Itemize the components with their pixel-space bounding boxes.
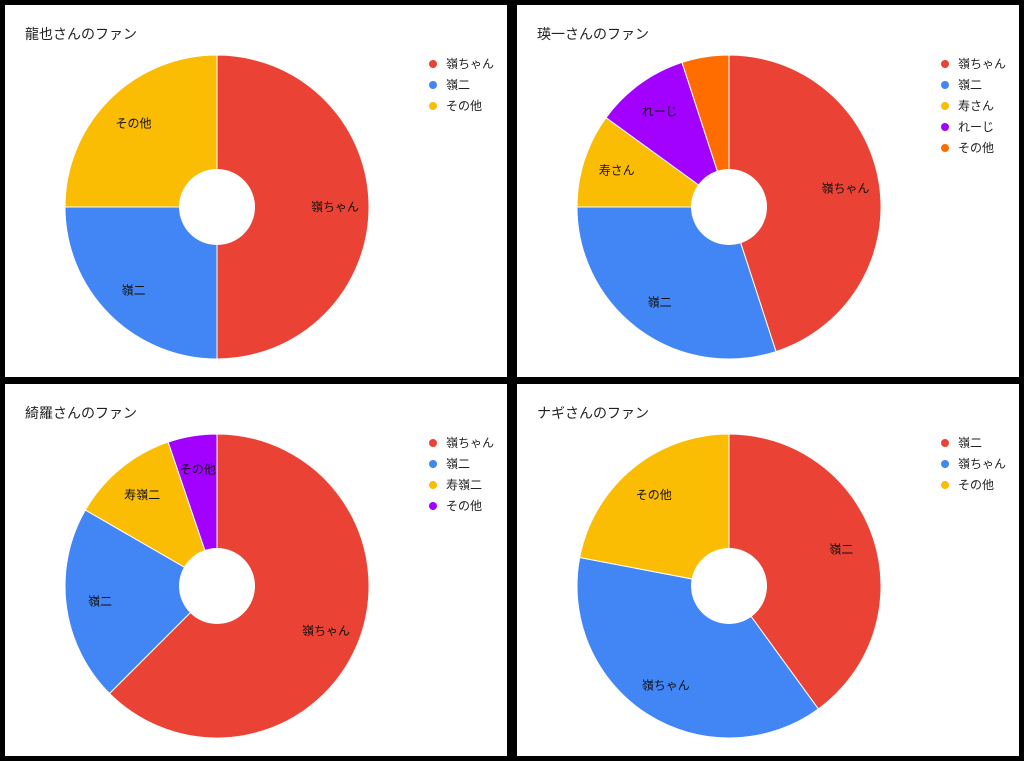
legend-item: 嶺ちゃん: [429, 432, 494, 453]
legend-swatch-icon: [941, 59, 949, 68]
legend-label: その他: [446, 99, 483, 113]
legend-swatch-icon: [429, 101, 437, 110]
legend-label: 嶺ちゃん: [446, 57, 495, 71]
pie-slice: [576, 206, 777, 360]
chart-title: 龍也さんのファン: [25, 27, 137, 43]
legend-item: 嶺二: [941, 74, 1006, 95]
legend-swatch-icon: [429, 438, 437, 447]
legend-label: 嶺二: [958, 436, 983, 450]
legend-swatch-icon: [941, 122, 949, 131]
chart-legend: 嶺ちゃん 嶺二 その他: [429, 53, 494, 116]
chart-panel-nagi: ナギさんのファン 嶺二 嶺ちゃん その他 嶺二 嶺ちゃん その他: [517, 384, 1019, 756]
legend-swatch-icon: [941, 480, 949, 489]
chart-panel-kira: 綺羅さんのファン 嶺ちゃん 嶺二 寿嶺二 その他 嶺ちゃん 嶺二 寿嶺二 その他: [5, 384, 507, 756]
slice-label: 嶺二: [829, 543, 853, 557]
legend-swatch-icon: [941, 143, 949, 152]
chart-legend: 嶺二 嶺ちゃん その他: [941, 432, 1006, 495]
legend-label: その他: [446, 499, 483, 513]
slice-label: 寿嶺二: [124, 488, 160, 502]
slice-label: その他: [180, 463, 216, 477]
slice-label: その他: [116, 117, 152, 131]
slice-label: 嶺二: [648, 295, 672, 309]
slice-label: 寿さん: [599, 164, 635, 178]
legend-label: 嶺二: [958, 78, 983, 92]
chart-panel-tatsuya: 龍也さんのファン 嶺ちゃん 嶺二 その他 嶺ちゃん 嶺二 その他: [5, 5, 507, 377]
legend-item: 嶺二: [429, 74, 494, 95]
pie-slice: [681, 54, 730, 208]
pie-slice: [84, 441, 218, 588]
legend-label: その他: [958, 141, 995, 155]
legend-swatch-icon: [941, 438, 949, 447]
pie-slice: [728, 54, 882, 353]
legend-label: 嶺二: [446, 78, 471, 92]
pie-slice: [216, 54, 370, 360]
donut-hole: [691, 548, 767, 624]
legend-label: 嶺二: [446, 457, 471, 471]
chart-legend: 嶺ちゃん嶺二寿嶺二その他: [429, 432, 494, 516]
legend-label: その他: [958, 478, 995, 492]
pie-slice: [605, 61, 730, 209]
legend-item: 嶺二: [429, 453, 494, 474]
legend-label: れーじ: [958, 120, 995, 134]
legend-item: その他: [941, 137, 1006, 158]
legend-item: その他: [941, 474, 1006, 495]
pie-slice: [64, 54, 218, 208]
legend-swatch-icon: [941, 459, 949, 468]
slice-label: 嶺二: [88, 594, 112, 608]
legend-swatch-icon: [429, 80, 437, 89]
chart-title: ナギさんのファン: [537, 406, 649, 422]
donut-hole: [179, 169, 255, 245]
slice-label: その他: [636, 488, 672, 502]
legend-label: 嶺ちゃん: [958, 457, 1007, 471]
legend-item: その他: [429, 95, 494, 116]
legend-swatch-icon: [429, 459, 437, 468]
legend-swatch-icon: [941, 101, 949, 110]
legend-label: 寿さん: [958, 99, 995, 113]
legend-label: 嶺ちゃん: [446, 436, 495, 450]
donut-hole: [691, 169, 767, 245]
slice-label: 嶺ちゃん: [311, 200, 359, 214]
chart-title: 綺羅さんのファン: [25, 406, 137, 422]
legend-item: 嶺ちゃん: [941, 453, 1006, 474]
pie-slice: [64, 509, 218, 695]
legend-item: 嶺ちゃん: [941, 53, 1006, 74]
slice-label: 嶺ちゃん: [642, 679, 690, 693]
legend-label: 寿嶺二: [446, 478, 483, 492]
legend-swatch-icon: [429, 59, 437, 68]
pie-slice: [167, 433, 218, 587]
donut-hole: [179, 548, 255, 624]
pie-slice: [64, 206, 218, 360]
legend-swatch-icon: [941, 80, 949, 89]
slice-label: れーじ: [642, 105, 678, 119]
pie-slice: [579, 433, 730, 587]
legend-item: その他: [429, 495, 494, 516]
slice-label: 嶺ちゃん: [302, 624, 350, 638]
chart-panel-eiichi: 瑛一さんのファン 嶺ちゃん 嶺二 寿さん れーじ 嶺ちゃん 嶺二 寿さん れーじ その他: [517, 5, 1019, 377]
legend-item: 寿さん: [941, 95, 1006, 116]
legend-item: れーじ: [941, 116, 1006, 137]
legend-item: 寿嶺二: [429, 474, 494, 495]
pie-slice: [576, 116, 731, 208]
slice-label: 嶺ちゃん: [822, 182, 870, 196]
chart-title: 瑛一さんのファン: [537, 27, 649, 43]
pie-slice: [576, 556, 820, 739]
slice-label: 嶺二: [122, 283, 146, 297]
legend-swatch-icon: [429, 480, 437, 489]
legend-item: 嶺二: [941, 432, 1006, 453]
legend-swatch-icon: [429, 501, 437, 510]
pie-slice: [728, 433, 882, 710]
legend-label: 嶺ちゃん: [958, 57, 1007, 71]
donut-chart: 嶺ちゃん 嶺二 寿嶺二 その他: [64, 433, 370, 739]
legend-item: 嶺ちゃん: [429, 53, 494, 74]
chart-legend: 嶺ちゃん嶺二寿さんれーじその他: [941, 53, 1006, 158]
